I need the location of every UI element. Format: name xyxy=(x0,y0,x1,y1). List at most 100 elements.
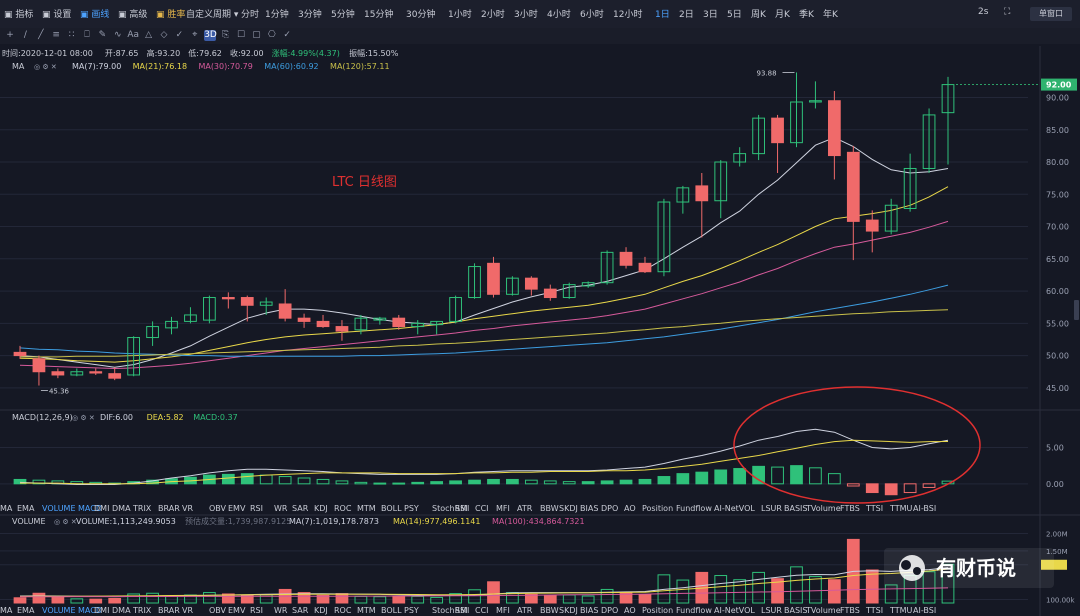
timeframe-tab[interactable]: 季K xyxy=(799,10,814,20)
macd-indicator-tab[interactable]: EMA xyxy=(17,504,35,513)
advanced-button[interactable]: ▣ 高级 xyxy=(118,10,148,20)
volume-indicator-tab[interactable]: BRAR xyxy=(158,606,180,615)
volume-indicator-tab[interactable]: BASIS xyxy=(784,606,807,615)
macd-indicator-tab[interactable]: AI-NetVOL xyxy=(714,504,755,513)
timeframe-tab[interactable]: 1分钟 xyxy=(265,10,289,20)
volume-indicator-tab[interactable]: DPO xyxy=(601,606,618,615)
macd-indicator-tab[interactable]: CCI xyxy=(475,504,489,513)
macd-indicator-tab[interactable]: VOLUME xyxy=(42,504,76,513)
volume-indicator-tab[interactable]: VOLUME xyxy=(42,606,76,615)
macd-indicator-tab[interactable]: MA xyxy=(0,504,13,513)
macd-indicator-tab[interactable]: EMV xyxy=(228,504,246,513)
volume-indicator-tab[interactable]: MFI xyxy=(496,606,510,615)
volume-indicator-tab[interactable]: ATR xyxy=(517,606,533,615)
macd-indicator-tab[interactable]: ATR xyxy=(517,504,533,513)
timeframe-tab[interactable]: 30分钟 xyxy=(406,10,436,20)
timeframe-tab[interactable]: 分时 xyxy=(241,10,260,20)
timeframe-tab[interactable]: 月K xyxy=(775,10,790,20)
macd-indicator-tab[interactable]: TTSI xyxy=(865,504,883,513)
timeframe-tab[interactable]: 4小时 xyxy=(547,10,571,20)
macd-indicator-tab[interactable]: SAR xyxy=(292,504,309,513)
volume-indicator-tab[interactable]: BOLL xyxy=(381,606,402,615)
volume-indicator-tab[interactable]: EMA xyxy=(17,606,35,615)
settings-button[interactable]: ▣ 设置 xyxy=(42,10,72,20)
macd-indicator-tab[interactable]: BASIS xyxy=(784,504,807,513)
volume-indicator-tab[interactable]: FTBS xyxy=(840,606,860,615)
volume-indicator-tab[interactable]: DMA xyxy=(112,606,131,615)
timeframe-tab[interactable]: 1小时 xyxy=(448,10,472,20)
macd-indicator-tab[interactable]: OBV xyxy=(209,504,227,513)
volume-indicator-tab[interactable]: OBV xyxy=(209,606,227,615)
timeframe-tab[interactable]: 6小时 xyxy=(580,10,604,20)
macd-indicator-tab[interactable]: KDJ xyxy=(314,504,328,513)
macd-indicator-tab[interactable]: BRAR xyxy=(158,504,180,513)
macd-indicator-tab[interactable]: TVolume xyxy=(805,504,841,513)
3d-icon[interactable]: 3D xyxy=(204,30,217,41)
macd-indicator-tab[interactable]: BBW xyxy=(540,504,559,513)
volume-indicator-tab[interactable]: TVolume xyxy=(805,606,841,615)
magnet-icon[interactable]: ⌖ xyxy=(192,30,198,40)
volume-indicator-tab[interactable]: SKDJ xyxy=(559,606,578,615)
volume-indicator-tab[interactable]: MA xyxy=(0,606,13,615)
macd-indicator-tab[interactable]: DMA xyxy=(112,504,131,513)
macd-indicator-tab[interactable]: SKDJ xyxy=(559,504,578,513)
shape-icon[interactable]: ◇ xyxy=(160,30,168,40)
timeframe-tab[interactable]: 2日 xyxy=(679,10,694,20)
volume-indicator-tab[interactable]: DMI xyxy=(94,606,109,615)
timeframe-tab[interactable]: 1日 xyxy=(655,10,670,20)
crosshair-icon[interactable]: + xyxy=(6,30,14,40)
volume-indicator-tab[interactable]: Fundflow xyxy=(676,606,712,615)
volume-indicator-tab[interactable]: SAR xyxy=(292,606,309,615)
volume-indicator-tab[interactable]: KDJ xyxy=(314,606,328,615)
macd-indicator-tab[interactable]: FTBS xyxy=(840,504,860,513)
macd-indicator-tab[interactable]: TTMU xyxy=(889,504,913,513)
timeframe-tab[interactable]: 12小时 xyxy=(613,10,643,20)
macd-indicator-tab[interactable]: BIAS xyxy=(580,504,598,513)
indicator-button[interactable]: ▣ 指标 xyxy=(4,10,34,20)
volume-indicator-tab[interactable]: MACD xyxy=(78,606,102,615)
volume-indicator-tab[interactable]: ROC xyxy=(334,606,352,615)
line-icon[interactable]: ∕ xyxy=(23,30,27,40)
volume-indicator-tab[interactable]: AI-BSI xyxy=(913,606,936,615)
copy-icon[interactable]: ⎘ xyxy=(221,30,230,40)
timeframe-tab[interactable]: 3分钟 xyxy=(298,10,322,20)
timeframe-tab[interactable]: 2小时 xyxy=(481,10,505,20)
volume-indicator-tab[interactable]: PSY xyxy=(404,606,419,615)
macd-indicator-tab[interactable]: ROC xyxy=(334,504,352,513)
volume-indicator-tab[interactable]: RSI xyxy=(250,606,263,615)
wave-icon[interactable]: ∿ xyxy=(114,30,122,40)
text-icon[interactable]: Aa xyxy=(127,30,140,40)
macd-indicator-tab[interactable]: DPO xyxy=(601,504,618,513)
timeframe-tab[interactable]: 3日 xyxy=(703,10,718,20)
volume-indicator-tab[interactable]: VR xyxy=(182,606,193,615)
frame-icon[interactable]: ▢ xyxy=(252,30,261,40)
volume-indicator-tab[interactable]: MTM xyxy=(357,606,376,615)
macd-indicator-tab[interactable]: TRIX xyxy=(132,504,152,513)
macd-indicator-tab[interactable]: BOLL xyxy=(381,504,402,513)
timeframe-tab[interactable]: 15分钟 xyxy=(364,10,394,20)
timeframe-tab[interactable]: 3小时 xyxy=(514,10,538,20)
macd-indicator-tab[interactable]: AI-BSI xyxy=(913,504,936,513)
macd-indicator-tab[interactable]: SMI xyxy=(455,504,469,513)
timeframe-tab[interactable]: 5日 xyxy=(727,10,742,20)
volume-indicator-tab[interactable]: CCI xyxy=(475,606,489,615)
ray-icon[interactable]: ╱ xyxy=(38,30,44,40)
macd-indicator-tab[interactable]: AO xyxy=(624,504,636,513)
fib-icon[interactable]: ∷ xyxy=(68,30,75,40)
volume-indicator-tab[interactable]: SMI xyxy=(455,606,469,615)
timeframe-tab[interactable]: 年K xyxy=(823,10,838,20)
macd-indicator-tab[interactable]: MFI xyxy=(496,504,510,513)
volume-indicator-tab[interactable]: AO xyxy=(624,606,636,615)
timeframe-tab[interactable]: 5分钟 xyxy=(331,10,355,20)
refresh-interval[interactable]: 2s xyxy=(978,7,989,17)
volume-indicator-tab[interactable]: TTMU xyxy=(889,606,913,615)
custom-period-dropdown[interactable]: 自定义周期 ▾ xyxy=(186,10,239,20)
volume-indicator-tab[interactable]: TTSI xyxy=(865,606,883,615)
brush-icon[interactable]: ✎ xyxy=(98,30,107,40)
check-icon[interactable]: ✓ xyxy=(175,30,184,40)
macd-indicator-tab[interactable]: MACD xyxy=(78,504,102,513)
layers-icon[interactable]: ⎔ xyxy=(267,30,276,40)
rect-icon[interactable]: ⎕ xyxy=(84,30,90,40)
macd-indicator-tab[interactable]: Position xyxy=(642,504,673,513)
volume-indicator-tab[interactable]: BIAS xyxy=(580,606,598,615)
